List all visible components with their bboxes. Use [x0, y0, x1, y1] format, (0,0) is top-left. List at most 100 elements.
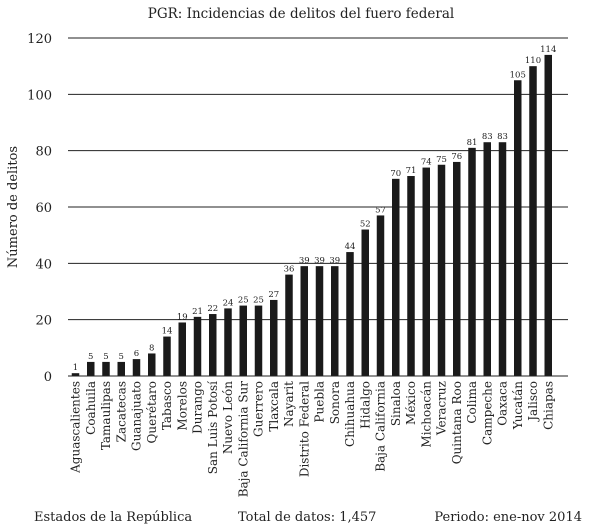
bar — [529, 66, 537, 377]
bar — [453, 161, 461, 376]
x-tick-label: Nayarit — [282, 381, 296, 427]
data-label: 25 — [253, 296, 264, 306]
bar — [331, 266, 339, 376]
x-tick-label: Veracruz — [435, 381, 449, 436]
bar — [468, 147, 476, 376]
x-tick-label: Tamaulipas — [99, 381, 113, 450]
x-tick-label: Guerrero — [252, 381, 266, 437]
x-tick-label: Tabasco — [160, 381, 174, 430]
data-label: 81 — [467, 138, 478, 148]
x-tick-label: México — [404, 381, 418, 425]
data-label: 39 — [329, 256, 340, 266]
y-tick-labels: 0 20 40 60 80 100 120 — [27, 32, 52, 385]
x-tick-label: Oaxaca — [496, 381, 510, 426]
data-label: 6 — [134, 349, 139, 359]
x-tick-label: Aguascalientes — [69, 381, 83, 474]
bar — [392, 178, 400, 376]
data-label: 52 — [360, 220, 371, 230]
y-tick-label: 120 — [27, 32, 52, 47]
data-label: 27 — [268, 290, 279, 300]
data-label: 14 — [162, 327, 173, 337]
data-label: 44 — [345, 242, 356, 252]
y-tick-label: 60 — [35, 201, 52, 216]
x-axis-label: Estados de la República — [34, 510, 192, 525]
data-label: 36 — [284, 265, 295, 275]
bar — [483, 142, 491, 376]
data-label: 19 — [177, 312, 188, 322]
bar — [117, 361, 125, 376]
bar — [102, 361, 110, 376]
total-label: Total de datos: 1,457 — [238, 510, 376, 525]
x-tick-label: Morelos — [175, 381, 189, 431]
bar — [163, 336, 171, 376]
x-tick-label: Puebla — [313, 381, 327, 423]
period-label: Periodo: ene-nov 2014 — [434, 510, 582, 525]
data-label: 8 — [149, 343, 154, 353]
data-label: 114 — [540, 45, 556, 55]
x-tick-label: Campeche — [480, 381, 494, 445]
bar — [239, 305, 247, 376]
x-tick-label: Guanajuato — [130, 381, 144, 451]
x-tick-label: Distrito Federal — [297, 381, 311, 477]
x-tick-label: Baja California — [374, 381, 388, 472]
data-label: 110 — [525, 56, 541, 66]
x-tick-label: Nuevo León — [221, 381, 235, 454]
bar — [224, 308, 232, 376]
x-tick-label: Tlaxcala — [267, 381, 281, 432]
bar — [376, 215, 385, 376]
data-label: 22 — [207, 304, 218, 314]
bar — [132, 359, 141, 376]
data-label: 83 — [482, 132, 493, 142]
bar — [437, 164, 446, 376]
data-label: 71 — [406, 166, 417, 176]
bar — [254, 305, 263, 376]
bar — [285, 274, 293, 376]
x-tick-label: Quintana Roo — [450, 381, 464, 464]
bar — [193, 316, 202, 376]
y-tick-label: 100 — [27, 88, 52, 103]
bars — [71, 54, 552, 377]
bar — [71, 373, 80, 376]
x-tick-label: Jalisco — [526, 381, 540, 423]
x-tick-label: Michoacán — [419, 381, 433, 448]
x-tick-label: Querétaro — [145, 381, 159, 443]
bar — [315, 266, 324, 376]
chart-title: PGR: Incidencias de delitos del fuero fe… — [148, 6, 454, 22]
data-label: 76 — [451, 152, 462, 162]
bar — [407, 176, 415, 376]
data-label: 75 — [436, 155, 447, 165]
y-tick-label: 80 — [35, 145, 52, 160]
data-label: 5 — [103, 352, 108, 362]
data-label: 5 — [88, 352, 93, 362]
bar — [300, 266, 308, 376]
data-label: 5 — [119, 352, 124, 362]
bar — [209, 314, 217, 376]
x-tick-label: Yucatán — [511, 381, 525, 430]
data-label: 70 — [390, 169, 401, 179]
x-tick-labels: Aguascalientes Coahuila Tamaulipas Zacateca… — [69, 381, 556, 498]
bar — [544, 54, 552, 377]
data-label: 74 — [421, 158, 432, 168]
y-axis-label: Número de delitos — [6, 146, 21, 268]
x-tick-label: Baja California Sur — [236, 381, 250, 498]
bar — [514, 80, 522, 376]
y-tick-label: 20 — [35, 314, 52, 329]
x-tick-label: Hidalgo — [358, 381, 372, 429]
x-tick-label: San Luis Potosí — [206, 381, 220, 474]
y-tick-label: 0 — [44, 370, 52, 385]
data-label: 24 — [223, 298, 234, 308]
x-tick-label: Sonora — [328, 381, 342, 424]
x-tick-label: Zacatecas — [114, 381, 128, 442]
data-label: 105 — [510, 70, 526, 80]
x-tick-label: Chiapas — [541, 381, 555, 430]
bar — [148, 353, 156, 376]
data-label: 25 — [238, 296, 249, 306]
data-label: 39 — [299, 256, 310, 266]
bar — [270, 299, 278, 376]
data-label: 57 — [375, 205, 386, 215]
bar — [87, 361, 95, 376]
bar — [361, 229, 369, 376]
data-label: 39 — [314, 256, 325, 266]
